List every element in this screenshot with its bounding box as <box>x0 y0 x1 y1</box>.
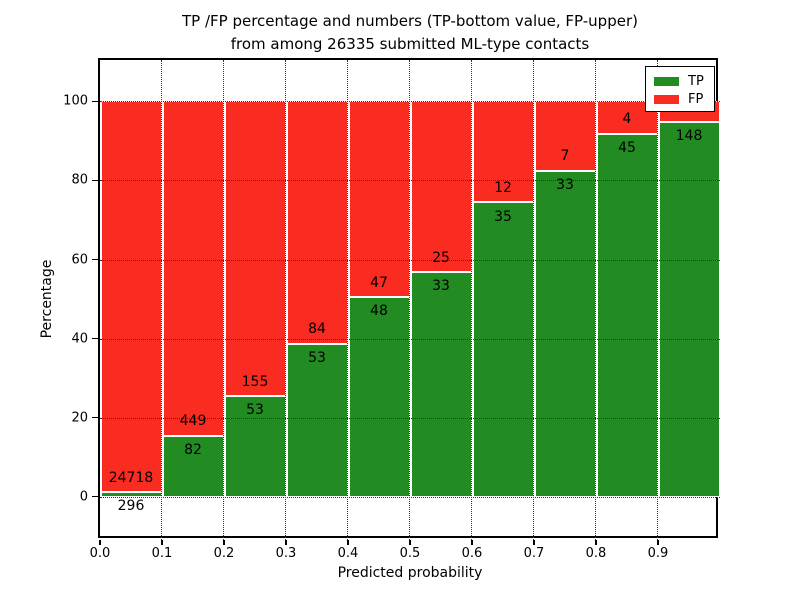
y-tick-label: 40 <box>71 331 88 347</box>
legend: TP FP <box>645 66 715 112</box>
tp-count-label: 33 <box>556 176 574 193</box>
fp-count-label: 449 <box>179 413 207 430</box>
x-tick-mark <box>161 540 163 545</box>
x-tick-mark <box>99 540 101 545</box>
fp-count-label: 84 <box>308 321 326 338</box>
y-tick-label: 0 <box>79 489 88 505</box>
x-tick-label: 0.8 <box>585 546 607 561</box>
tp-count-label: 53 <box>308 349 326 366</box>
x-tick-mark <box>347 540 349 545</box>
legend-item-tp: TP <box>654 73 714 90</box>
gridline-vertical <box>161 60 163 540</box>
bar-segment-fp <box>162 101 224 436</box>
plot-area: 24718 296 449 82 155 53 84 53 47 48 25 33 12 35 7 33 4 45… <box>98 58 720 540</box>
x-tick-label: 0.4 <box>337 546 359 561</box>
bar-segment-tp <box>658 121 720 497</box>
bar-segment-fp <box>286 101 348 344</box>
plot-inner: 24718 296 449 82 155 53 84 53 47 48 25 33 12 35 7 33 4 45… <box>100 60 720 540</box>
x-tick-mark <box>285 540 287 545</box>
gridline-vertical <box>223 60 225 540</box>
fp-count-label: 4 <box>622 111 632 128</box>
x-tick-mark <box>223 540 225 545</box>
tp-count-label: 148 <box>675 127 703 144</box>
bar-segment-tp <box>162 435 224 497</box>
bar-segment-tp <box>100 491 162 497</box>
gridline-vertical <box>347 60 349 540</box>
x-tick-label: 0.9 <box>647 546 669 561</box>
x-tick-label: 0.5 <box>399 546 421 561</box>
gridline-vertical <box>657 60 659 540</box>
gridline-vertical <box>595 60 597 540</box>
gridline-vertical <box>285 60 287 540</box>
fp-count-label: 155 <box>241 373 269 390</box>
gridline-vertical <box>471 60 473 540</box>
tp-count-label: 35 <box>494 208 512 225</box>
gridline-vertical <box>533 60 535 540</box>
bar-segment-tp <box>286 343 348 497</box>
tp-count-label: 33 <box>432 277 450 294</box>
tp-count-label: 82 <box>184 441 202 458</box>
bar-segment-tp <box>472 202 534 497</box>
fp-count-label: 24718 <box>108 469 154 486</box>
bar-segment-tp <box>596 133 658 497</box>
x-tick-mark <box>471 540 473 545</box>
x-tick-mark <box>409 540 411 545</box>
x-tick-label: 0.3 <box>275 546 297 561</box>
bar-segment-fp <box>224 101 286 396</box>
y-tick-mark <box>92 416 98 419</box>
bar-segment-fp <box>534 101 596 171</box>
x-tick-mark <box>533 540 535 545</box>
y-axis-label: Percentage <box>39 259 55 339</box>
legend-swatch-fp <box>654 95 679 104</box>
x-tick-mark <box>657 540 659 545</box>
bar-segment-tp <box>348 296 410 497</box>
fp-count-label: 12 <box>494 180 512 197</box>
x-tick-label: 0.6 <box>461 546 483 561</box>
y-tick-label: 100 <box>63 93 88 109</box>
y-tick-label: 60 <box>71 252 88 267</box>
fp-count-label: 47 <box>370 274 388 291</box>
y-tick-label: 80 <box>71 172 88 188</box>
bar-segment-tp <box>534 170 596 497</box>
tp-count-label: 296 <box>117 498 145 515</box>
tp-count-label: 45 <box>618 139 636 156</box>
x-tick-label: 0.0 <box>89 546 111 561</box>
tp-count-label: 53 <box>246 402 264 419</box>
y-tick-mark <box>92 495 98 498</box>
chart-title-line1: TP /FP percentage and numbers (TP-bottom… <box>182 12 638 30</box>
legend-label-fp: FP <box>688 92 704 107</box>
y-tick-mark <box>92 179 98 182</box>
x-tick-label: 0.7 <box>523 546 545 561</box>
y-tick-mark <box>92 258 98 261</box>
tp-count-label: 48 <box>370 303 388 320</box>
x-tick-label: 0.2 <box>213 546 235 561</box>
y-tick-label: 20 <box>71 410 88 426</box>
chart-title: TP /FP percentage and numbers (TP-bottom… <box>100 10 720 56</box>
x-tick-mark <box>595 540 597 545</box>
bar-segment-fp <box>410 101 472 272</box>
y-tick-mark <box>92 337 98 340</box>
chart-title-line2: from among 26335 submitted ML-type conta… <box>230 35 590 53</box>
x-axis-label: Predicted probability <box>337 565 483 581</box>
bar-segment-tp <box>410 271 472 497</box>
bar-segment-tp <box>224 395 286 497</box>
bar-segment-fp <box>348 101 410 297</box>
fp-count-label: 7 <box>560 148 570 165</box>
y-tick-mark <box>92 100 98 103</box>
legend-item-fp: FP <box>654 91 714 108</box>
bar-segment-fp <box>100 101 162 492</box>
fp-count-label: 25 <box>432 249 450 266</box>
x-tick-label: 0.1 <box>151 546 173 561</box>
legend-label-tp: TP <box>688 74 704 89</box>
legend-swatch-tp <box>654 77 679 86</box>
gridline-vertical <box>409 60 411 540</box>
